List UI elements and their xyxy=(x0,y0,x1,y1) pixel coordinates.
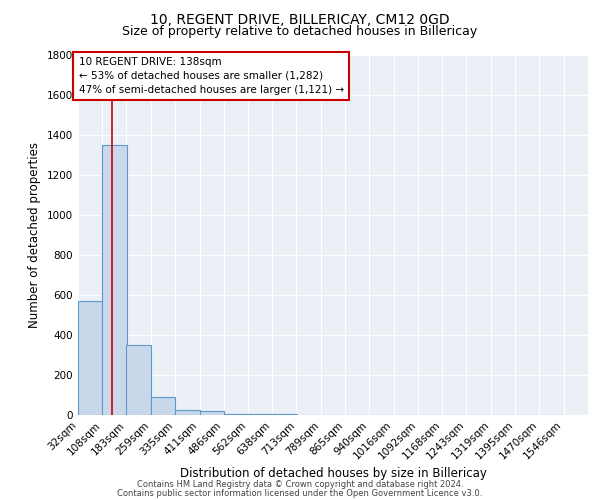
Y-axis label: Number of detached properties: Number of detached properties xyxy=(28,142,41,328)
Bar xyxy=(248,414,272,415)
Text: 10, REGENT DRIVE, BILLERICAY, CM12 0GD: 10, REGENT DRIVE, BILLERICAY, CM12 0GD xyxy=(150,12,450,26)
Text: 10 REGENT DRIVE: 138sqm
← 53% of detached houses are smaller (1,282)
47% of semi: 10 REGENT DRIVE: 138sqm ← 53% of detache… xyxy=(79,57,344,95)
Text: Contains public sector information licensed under the Open Government Licence v3: Contains public sector information licen… xyxy=(118,488,482,498)
Bar xyxy=(200,411,224,415)
Bar xyxy=(224,414,248,415)
Bar xyxy=(151,397,175,415)
Text: Contains HM Land Registry data © Crown copyright and database right 2024.: Contains HM Land Registry data © Crown c… xyxy=(137,480,463,489)
Bar xyxy=(175,410,200,415)
Bar xyxy=(78,301,103,415)
Bar xyxy=(272,414,297,415)
X-axis label: Distribution of detached houses by size in Billericay: Distribution of detached houses by size … xyxy=(179,467,487,480)
Bar xyxy=(127,345,151,415)
Bar xyxy=(103,145,127,415)
Text: Size of property relative to detached houses in Billericay: Size of property relative to detached ho… xyxy=(122,25,478,38)
